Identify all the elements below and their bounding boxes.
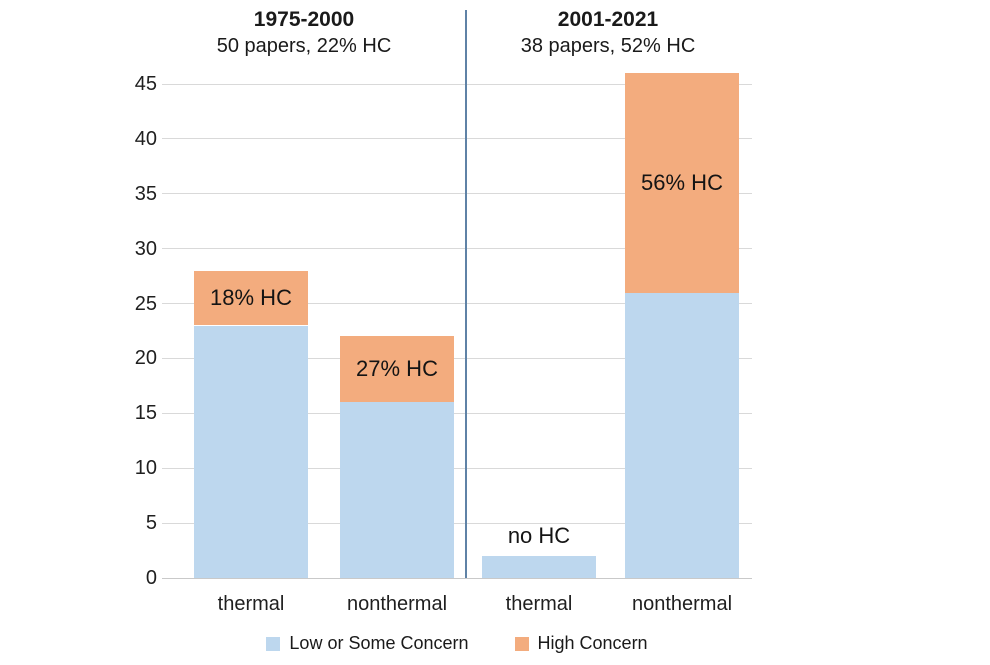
y-tick-label: 0 [145, 567, 157, 589]
legend-label: Low or Some Concern [289, 633, 469, 653]
group-title: 2001-2021 [557, 8, 659, 31]
legend-swatch-high-icon [514, 636, 529, 651]
group-title: 1975-2000 [253, 8, 355, 31]
y-tick-label: 40 [134, 127, 157, 150]
group-subtitle: 50 papers, 22% HC [216, 35, 392, 57]
legend-item-high-concern: High Concern [514, 633, 648, 654]
legend-swatch-low-icon [266, 636, 281, 651]
bar-segment-high-concern [194, 270, 308, 326]
category-label: nonthermal [346, 593, 448, 615]
y-tick-label: 5 [145, 512, 157, 535]
category-label: thermal [217, 593, 285, 615]
group-subtitle: 38 papers, 52% HC [520, 35, 696, 57]
bar-segment-high-concern [340, 336, 454, 403]
bar-value-label: 18% HC [210, 285, 292, 311]
gridline [162, 412, 752, 414]
category-label: nonthermal [631, 593, 733, 615]
legend: Low or Some Concern High Concern [162, 633, 752, 654]
gridline [162, 357, 752, 359]
bar-segment-low-concern [482, 556, 596, 578]
bar-value-label: no HC [507, 523, 571, 549]
gridline [162, 138, 752, 140]
bar-segment-low-concern [340, 402, 454, 578]
legend-item-low-or-some-concern: Low or Some Concern [266, 633, 469, 654]
gridline [162, 248, 752, 250]
bar-segment-high-concern [625, 73, 739, 293]
category-label: thermal [505, 593, 573, 615]
y-tick-label: 10 [134, 457, 157, 480]
gridline [162, 83, 752, 85]
y-tick-label: 45 [134, 73, 157, 95]
y-tick-label: 15 [134, 402, 157, 425]
y-tick-label: 35 [134, 182, 157, 205]
gridline [162, 467, 752, 469]
group-header-2001-2021: 2001-2021 38 papers, 52% HC [459, 6, 757, 60]
group-header-1975-2000: 1975-2000 50 papers, 22% HC [151, 6, 457, 60]
bar-segment-low-concern [194, 325, 308, 578]
y-tick-label: 30 [134, 237, 157, 260]
period-divider-line [465, 10, 467, 578]
bar-value-label: 27% HC [356, 356, 438, 382]
y-tick-label: 20 [134, 347, 157, 370]
y-tick-label: 25 [134, 292, 157, 315]
bar-value-label: 56% HC [641, 169, 723, 195]
gridline [162, 303, 752, 305]
gridline [162, 522, 752, 524]
gridline [162, 193, 752, 195]
x-axis-line [162, 577, 752, 579]
bar-segment-low-concern [625, 292, 739, 578]
legend-label: High Concern [537, 633, 648, 653]
